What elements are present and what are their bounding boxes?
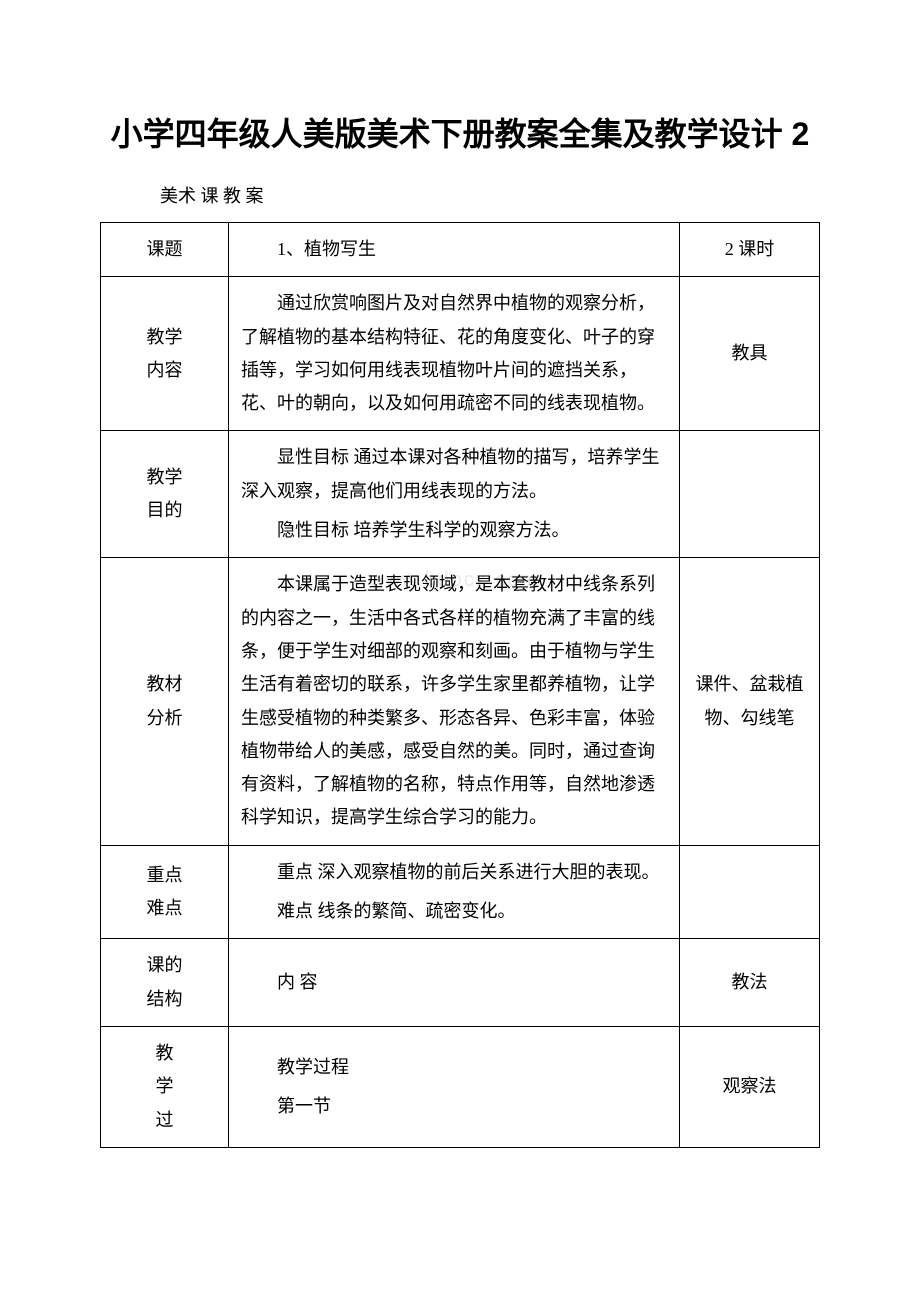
table-row: 重点 难点 重点 深入观察植物的前后关系进行大胆的表现。 难点 线条的繁简、疏密… — [101, 845, 820, 939]
table-row: 教 学 过 教学过程 第一节 观察法 — [101, 1026, 820, 1147]
text: 隐性目标 培养学生科学的观察方法。 — [241, 514, 667, 547]
cell-right-hours: 2 课时 — [680, 223, 820, 277]
label-line: 教学 — [113, 321, 216, 354]
label-line: 过 — [113, 1104, 216, 1137]
cell-right-empty — [680, 431, 820, 558]
text: 1、植物写生 — [241, 233, 667, 266]
label-line: 学 — [113, 1070, 216, 1103]
cell-content-keypoints: 重点 深入观察植物的前后关系进行大胆的表现。 难点 线条的繁简、疏密变化。 — [229, 845, 680, 939]
text: 显性目标 通过本课对各种植物的描写，培养学生深入观察，提高他们用线表现的方法。 — [241, 441, 667, 508]
table-row: 教学 内容 通过欣赏响图片及对自然界中植物的观察分析，了解植物的基本结构特征、花… — [101, 277, 820, 431]
text: 第一节 — [241, 1090, 667, 1123]
cell-right-method: 教法 — [680, 939, 820, 1027]
cell-content-structure: 内 容 — [229, 939, 680, 1027]
label-line: 分析 — [113, 702, 216, 735]
cell-label-objective: 教学 目的 — [101, 431, 229, 558]
cell-content-process: 教学过程 第一节 — [229, 1026, 680, 1147]
page-subtitle: 美术 课 教 案 — [100, 182, 820, 208]
document-page: 小学四年级人美版美术下册教案全集及教学设计 2 美术 课 教 案 课题 1、植物… — [0, 0, 920, 1208]
text: 教学过程 — [241, 1051, 667, 1084]
text: 难点 线条的繁简、疏密变化。 — [241, 895, 667, 928]
cell-label-analysis: 教材 分析 — [101, 558, 229, 845]
cell-label-content: 教学 内容 — [101, 277, 229, 431]
label-line: 教材 — [113, 668, 216, 701]
lesson-plan-table: 课题 1、植物写生 2 课时 教学 内容 通过欣赏响图片及对自然界中植物的观察分… — [100, 222, 820, 1148]
table-row: 教材 分析 www.bdocx.com 本课属于造型表现领域，是本套教材中线条系… — [101, 558, 820, 845]
cell-label-keypoints: 重点 难点 — [101, 845, 229, 939]
text: 内 容 — [241, 966, 667, 999]
cell-right-empty — [680, 845, 820, 939]
cell-label-topic: 课题 — [101, 223, 229, 277]
label-line: 结构 — [113, 983, 216, 1016]
cell-content-teaching-content: 通过欣赏响图片及对自然界中植物的观察分析，了解植物的基本结构特征、花的角度变化、… — [229, 277, 680, 431]
label-line: 教学 — [113, 461, 216, 494]
cell-content-analysis: www.bdocx.com 本课属于造型表现领域，是本套教材中线条系列的内容之一… — [229, 558, 680, 845]
cell-right-tools: 教具 — [680, 277, 820, 431]
table-row: 教学 目的 显性目标 通过本课对各种植物的描写，培养学生深入观察，提高他们用线表… — [101, 431, 820, 558]
cell-right-materials: 课件、盆栽植物、勾线笔 — [680, 558, 820, 845]
text: 通过欣赏响图片及对自然界中植物的观察分析，了解植物的基本结构特征、花的角度变化、… — [241, 287, 667, 420]
cell-content-objective: 显性目标 通过本课对各种植物的描写，培养学生深入观察，提高他们用线表现的方法。 … — [229, 431, 680, 558]
page-title: 小学四年级人美版美术下册教案全集及教学设计 2 — [100, 110, 820, 158]
text: 重点 深入观察植物的前后关系进行大胆的表现。 — [241, 856, 667, 889]
cell-content-topic: 1、植物写生 — [229, 223, 680, 277]
label-line: 难点 — [113, 892, 216, 925]
label-line: 目的 — [113, 494, 216, 527]
cell-label-structure: 课的 结构 — [101, 939, 229, 1027]
label-line: 教 — [113, 1037, 216, 1070]
text: 本课属于造型表现领域，是本套教材中线条系列的内容之一，生活中各式各样的植物充满了… — [241, 568, 667, 834]
label-line: 内容 — [113, 354, 216, 387]
table-row: 课的 结构 内 容 教法 — [101, 939, 820, 1027]
table-row: 课题 1、植物写生 2 课时 — [101, 223, 820, 277]
cell-label-process: 教 学 过 — [101, 1026, 229, 1147]
label-line: 重点 — [113, 859, 216, 892]
cell-right-observe: 观察法 — [680, 1026, 820, 1147]
label-line: 课的 — [113, 949, 216, 982]
